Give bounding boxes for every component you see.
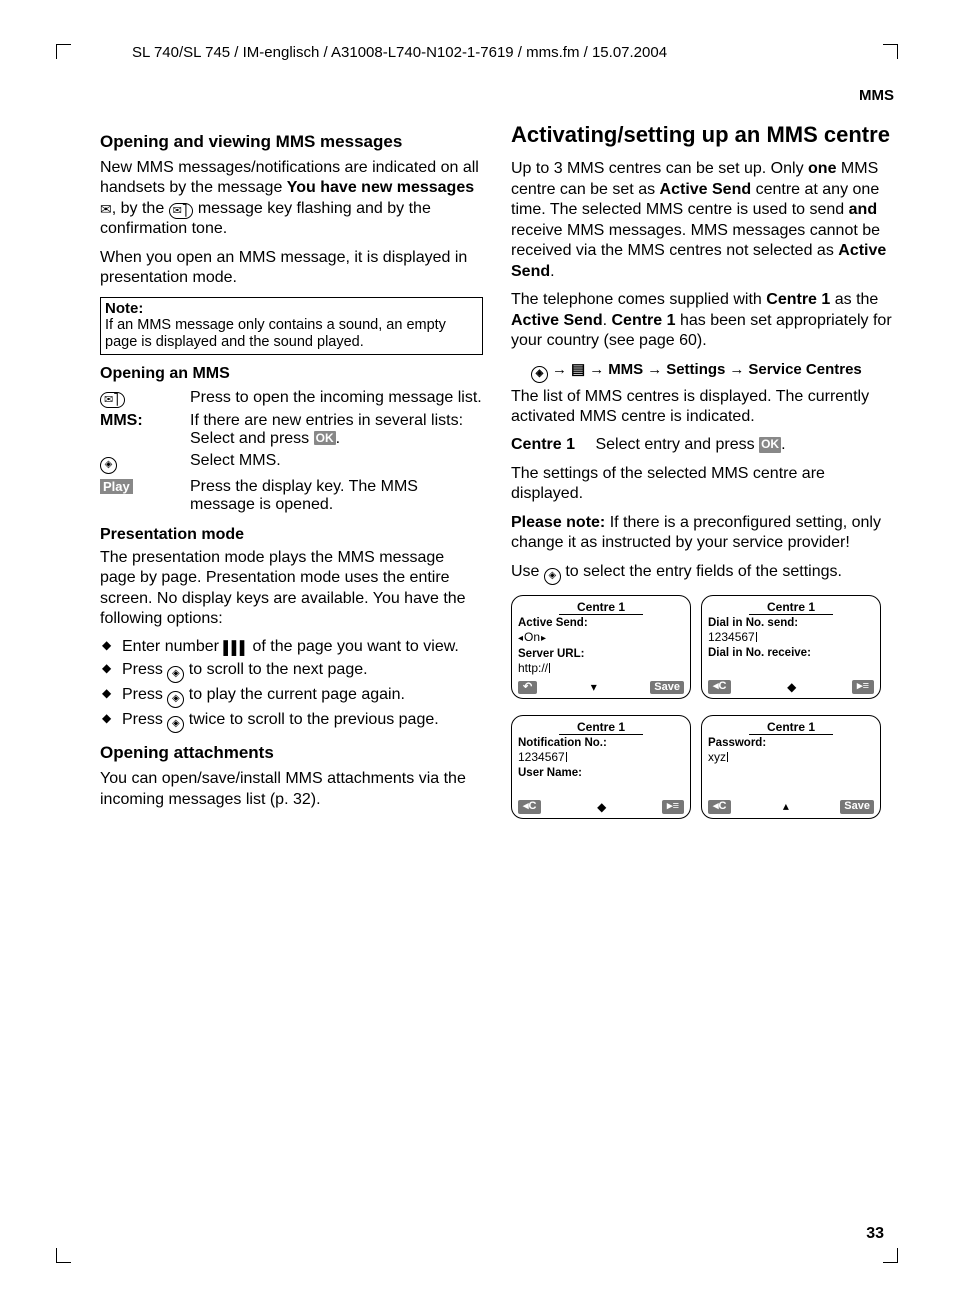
para-r4: The settings of the selected MMS centre … [511, 464, 894, 505]
heading-opening-viewing: Opening and viewing MMS messages [100, 132, 483, 152]
para-r5: Please note: If there is a preconfigured… [511, 513, 894, 554]
screens-row-2: Centre 1 Notification No.: 1234567 User … [511, 715, 894, 819]
soft-clear-icon: ◂C [518, 800, 541, 814]
screens-row-1: Centre 1 Active Send: On Server URL: htt… [511, 595, 894, 699]
nav-up-down-icon: ◈ [544, 568, 561, 585]
para-r3: The list of MMS centres is displayed. Th… [511, 387, 894, 428]
para-open-mms: When you open an MMS message, it is disp… [100, 248, 483, 289]
message-key-icon: ✉⎤ [169, 203, 194, 219]
para-r2: The telephone comes supplied with Centre… [511, 290, 894, 351]
menu-icon: ▤ [571, 361, 585, 378]
soft-middle-down-icon: ▾ [591, 680, 597, 695]
soft-middle-up-icon: ▴ [783, 799, 789, 814]
crop-mark [56, 1248, 71, 1263]
nav-up-down-icon: ◈ [100, 457, 117, 474]
header-path: SL 740/SL 745 / IM-englisch / A31008-L74… [132, 44, 894, 61]
right-column: Activating/setting up an MMS centre Up t… [511, 122, 894, 835]
heading-activating: Activating/setting up an MMS centre [511, 122, 894, 147]
soft-clear-icon: ◂C [708, 800, 731, 814]
nav-center-icon: ◈ [531, 366, 548, 383]
heading-presentation-mode: Presentation mode [100, 526, 483, 544]
ok-badge: OK [314, 431, 336, 445]
steps-table: ✉⎤ Press to open the incoming message li… [100, 387, 483, 516]
crop-mark [883, 1248, 898, 1263]
screen-centre1-b: Centre 1 Dial in No. send: 1234567 Dial … [701, 595, 881, 699]
crop-mark [56, 44, 71, 59]
soft-middle-updown-icon: ◆ [597, 800, 606, 815]
screen-centre1-a: Centre 1 Active Send: On Server URL: htt… [511, 595, 691, 699]
note-title: Note: [105, 300, 478, 317]
para-presentation: The presentation mode plays the MMS mess… [100, 548, 483, 630]
presentation-options: Enter number ▌▌▌ of the page you want to… [100, 637, 483, 733]
soft-menu-icon: ▸≡ [662, 800, 684, 814]
left-column: Opening and viewing MMS messages New MMS… [100, 122, 483, 835]
screen-centre1-d: Centre 1 Password: xyz ◂C ▴ Save [701, 715, 881, 819]
soft-middle-updown-icon: ◆ [787, 680, 796, 695]
note-box: Note: If an MMS message only contains a … [100, 297, 483, 355]
page-number: 33 [866, 1225, 884, 1243]
soft-clear-icon: ◂C [708, 680, 731, 694]
soft-back-icon: ↶ [518, 681, 537, 695]
screen-centre1-c: Centre 1 Notification No.: 1234567 User … [511, 715, 691, 819]
message-key-icon: ✉⎤ [100, 392, 125, 408]
section-tab: MMS [100, 87, 894, 104]
para-attachments: You can open/save/install MMS attachment… [100, 769, 483, 810]
centre1-line: Centre 1 Select entry and press OK. [511, 435, 894, 455]
keypad-icon: ▌▌▌ [223, 640, 248, 655]
envelope-icon: ✉ [100, 201, 112, 217]
nav-down-icon: ◈ [167, 666, 184, 683]
heading-opening-attachments: Opening attachments [100, 743, 483, 763]
soft-menu-icon: ▸≡ [852, 680, 874, 694]
heading-opening-an-mms: Opening an MMS [100, 365, 483, 383]
nav-up-icon: ◈ [167, 691, 184, 708]
note-body: If an MMS message only contains a sound,… [105, 317, 478, 352]
soft-save: Save [650, 681, 684, 695]
play-softkey: Play [100, 479, 133, 494]
crop-mark [883, 44, 898, 59]
para-new-mms: New MMS messages/notifications are indic… [100, 158, 483, 240]
ok-badge: OK [759, 437, 781, 452]
para-r1: Up to 3 MMS centres can be set up. Only … [511, 159, 894, 282]
nav-path: ◈→▤→MMS→Settings→Service Centres [531, 360, 894, 383]
nav-up-icon: ◈ [167, 716, 184, 733]
soft-save: Save [840, 800, 874, 814]
para-r6: Use ◈ to select the entry fields of the … [511, 562, 894, 585]
